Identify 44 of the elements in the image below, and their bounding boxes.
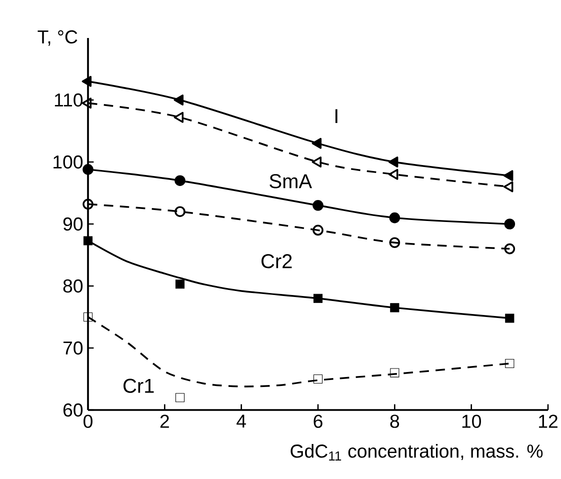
annotation: Cr1 xyxy=(124,378,154,393)
point xyxy=(313,294,323,303)
point xyxy=(312,138,322,149)
x-tick-label: 12 xyxy=(539,414,558,428)
point xyxy=(389,237,400,248)
x-tick-label: 6 xyxy=(314,414,322,428)
y-tick-label: 100 xyxy=(54,155,83,169)
point xyxy=(82,164,94,175)
y-tick-label: 70 xyxy=(63,341,83,355)
x-tick-label: 4 xyxy=(236,414,246,428)
y-tick-label: 110 xyxy=(54,93,83,107)
x-tick-label: 0 xyxy=(84,414,92,428)
point xyxy=(174,206,186,218)
point xyxy=(388,156,398,168)
point xyxy=(82,198,94,210)
point xyxy=(388,168,398,180)
point xyxy=(503,170,514,182)
annotation: I xyxy=(335,109,338,124)
point xyxy=(504,243,516,254)
point xyxy=(82,98,92,109)
x-axis-title: GdC$_{11}$ concentration, mass. % xyxy=(290,444,543,460)
point xyxy=(503,181,514,192)
point xyxy=(389,212,400,224)
point xyxy=(390,303,400,312)
point xyxy=(174,94,184,106)
point xyxy=(175,280,185,289)
point xyxy=(312,224,324,236)
x-tick-label: 2 xyxy=(160,414,169,428)
point xyxy=(504,218,516,230)
point xyxy=(312,156,322,168)
point xyxy=(174,112,184,123)
point xyxy=(82,76,92,87)
y-tick-label: 80 xyxy=(63,279,83,293)
point xyxy=(312,200,324,211)
point xyxy=(505,314,514,323)
y-tick-label: 90 xyxy=(63,217,83,231)
y-tick-label: 60 xyxy=(63,403,83,417)
x-tick-label: 8 xyxy=(390,414,400,428)
y-axis-title: T, °C xyxy=(38,30,78,46)
x-tick-label: 10 xyxy=(462,414,481,428)
point xyxy=(83,236,93,246)
annotation: SmA xyxy=(270,174,312,188)
point xyxy=(174,175,186,186)
annotation: Cr2 xyxy=(262,254,292,268)
